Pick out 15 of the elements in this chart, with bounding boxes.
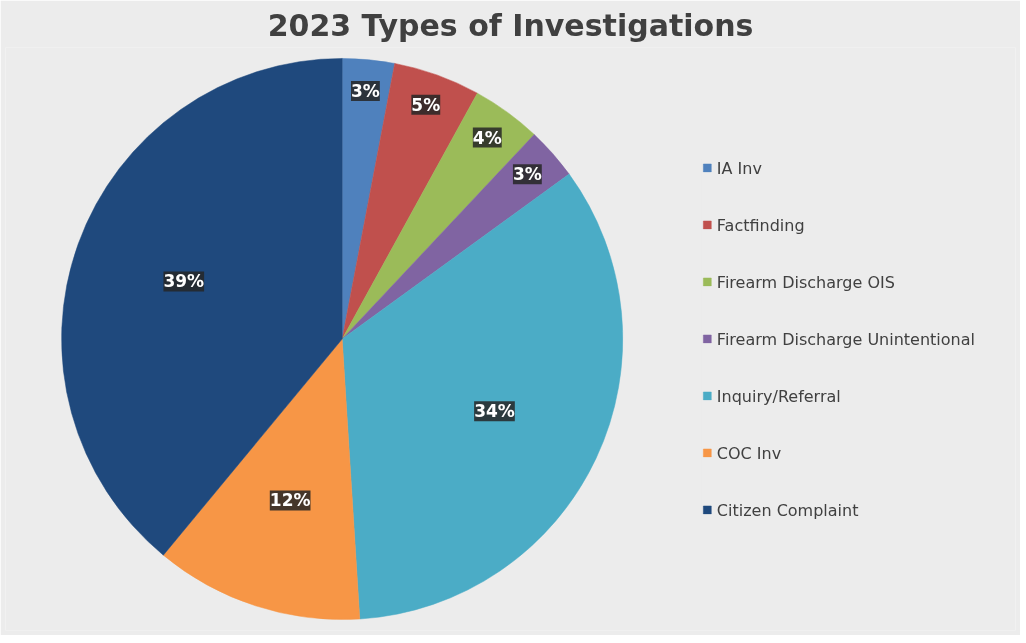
legend-label: COC Inv [716,443,782,462]
data-label: 34% [474,401,515,422]
legend-label: Citizen Complaint [716,500,859,519]
chart-title: 2023 Types of Investigations [267,7,754,43]
data-label: 12% [269,490,311,511]
legend-label: Firearm Discharge OIS [716,272,895,291]
data-label: 4% [472,127,502,148]
legend-label: Firearm Discharge Unintentional [716,329,975,348]
data-label: 39% [163,271,205,292]
data-label: 3% [350,81,380,102]
data-label: 3% [512,164,542,185]
data-label: 5% [411,94,441,115]
legend-label: Inquiry/Referral [716,386,841,405]
legend-label: Factfinding [716,215,805,234]
legend-label: IA Inv [716,158,762,177]
